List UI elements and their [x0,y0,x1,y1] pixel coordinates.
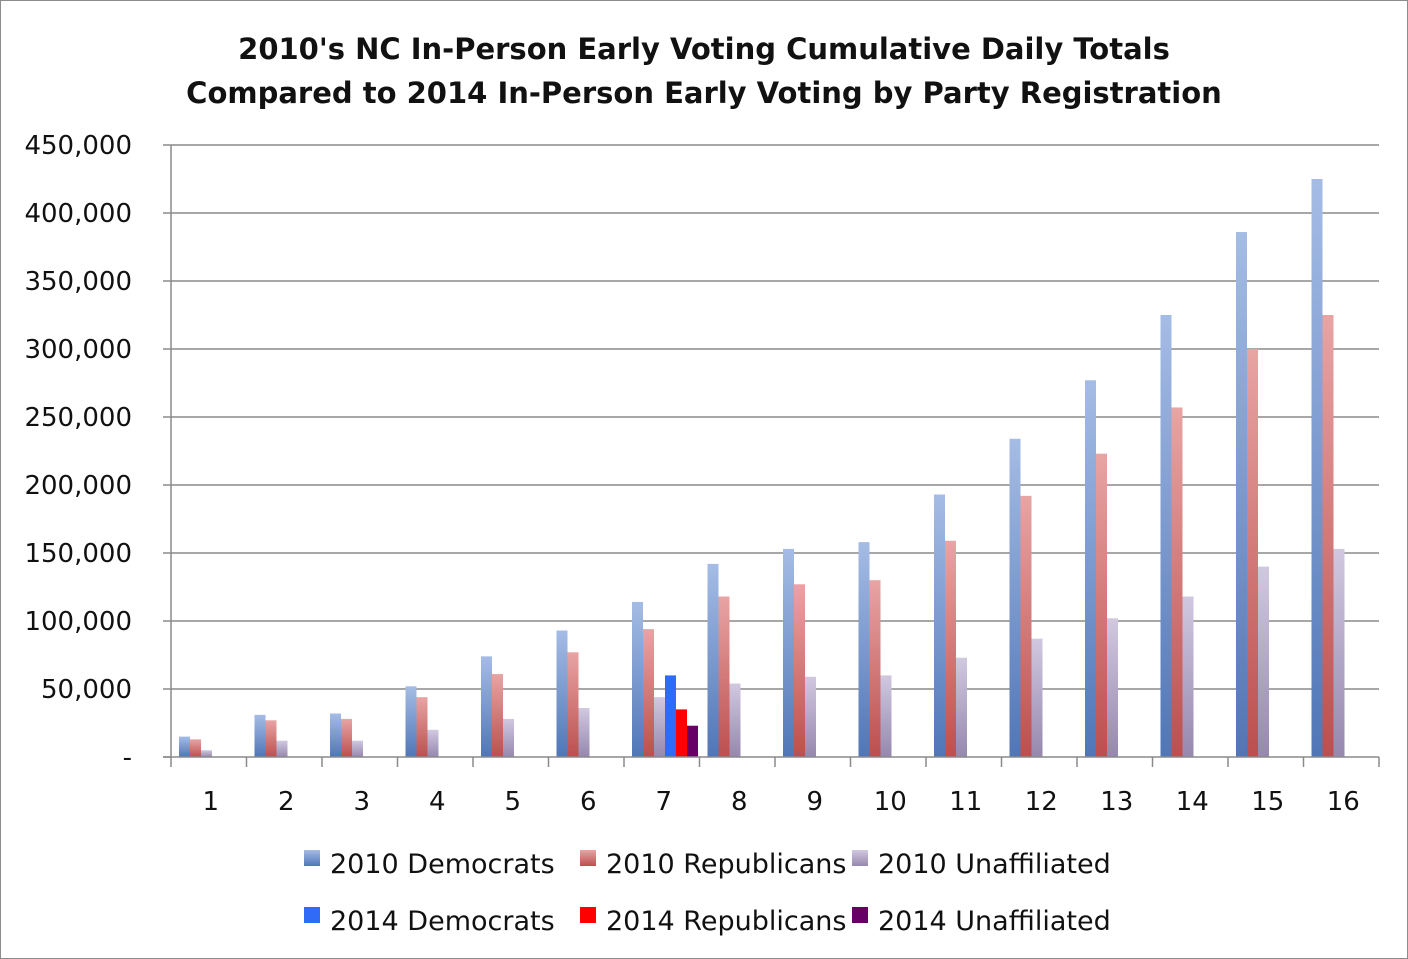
y-tick-label: 250,000 [24,403,132,433]
y-tick-label: 300,000 [24,335,132,365]
legend-swatch [580,850,596,866]
legend-label: 2014 Republicans [606,906,846,937]
bar-2010-republicans-day-12 [1020,495,1032,757]
x-tick-label: 16 [1327,787,1360,817]
x-tick-label: 7 [655,787,672,817]
bar-2010-unaffiliated-day-9 [805,676,816,757]
bar-2010-democrats-day-4 [405,686,417,757]
bar-2010-unaffiliated-day-4 [427,729,439,757]
chart-title-line-1: 2010's NC In-Person Early Voting Cumulat… [238,32,1170,66]
x-tick-label: 15 [1251,787,1284,817]
y-tick-label: 100,000 [24,607,132,637]
bar-2010-unaffiliated-day-13 [1107,618,1118,757]
bar-2010-republicans-day-2 [265,720,277,757]
y-tick-label: 200,000 [24,471,132,501]
legend-label: 2014 Democrats [330,906,555,937]
bar-2010-democrats-day-6 [556,630,568,757]
bar-2010-democrats-day-2 [254,714,266,757]
bar-2010-democrats-day-5 [481,656,492,757]
bar-2014-democrats-day-7 [665,675,676,757]
bar-2010-unaffiliated-day-16 [1333,548,1345,757]
bar-2010-democrats-day-15 [1236,232,1247,758]
x-tick-label: 14 [1176,787,1209,817]
y-tick-label: 150,000 [24,539,132,569]
bar-2010-unaffiliated-day-8 [729,683,741,757]
bar-2010-democrats-day-9 [783,548,794,757]
y-tick-label: 450,000 [24,131,132,161]
legend-swatch [852,907,868,923]
y-tick-labels: - 50,000 100,000 150,000 200,000 250,000 300,0… [24,131,132,773]
x-tick-label: 1 [202,787,219,817]
legend-swatch [304,850,320,866]
legend: 2010 Democrats 2010 Republicans 2010 Unaff… [304,849,1111,937]
bar-2010-republicans-day-6 [567,652,579,757]
legend-label: 2010 Unaffiliated [878,849,1111,880]
bar-2010-democrats-day-10 [858,542,870,757]
bar-2010-unaffiliated-day-3 [352,740,363,757]
bar-2010-republicans-day-4 [416,697,428,757]
x-tick-label: 5 [504,787,521,817]
bar-2010-republicans-day-13 [1096,453,1107,757]
legend-swatch [304,907,320,923]
bar-2010-republicans-day-7 [643,629,654,757]
x-tick-label: 8 [731,787,748,817]
bar-2010-democrats-day-12 [1009,438,1021,757]
y-tick-label: 50,000 [41,675,132,705]
chart-title-line-2: Compared to 2014 In-Person Early Voting … [186,76,1222,110]
bar-2010-democrats-day-16 [1311,179,1323,757]
bar-2010-republicans-day-9 [794,584,805,757]
axes [163,144,1380,767]
bar-2010-democrats-day-8 [707,563,719,757]
x-tick-label: 2 [278,787,295,817]
legend-label: 2010 Democrats [330,849,555,880]
bar-2010-unaffiliated-day-14 [1182,596,1194,757]
x-tick-label: 13 [1100,787,1133,817]
bar-2010-unaffiliated-day-7 [654,697,665,757]
bar-2010-republicans-day-10 [869,580,881,757]
y-tick-label: - [123,743,132,773]
bar-2010-republicans-day-15 [1247,349,1258,757]
bar-2010-democrats-day-1 [179,736,190,757]
bar-2010-republicans-day-14 [1171,407,1183,757]
bar-2010-unaffiliated-day-2 [276,740,288,757]
bar-2010-republicans-day-5 [492,674,503,757]
bar-2010-republicans-day-3 [341,718,352,757]
x-tick-label: 10 [874,787,907,817]
bar-2010-democrats-day-3 [330,713,341,757]
bar-2010-democrats-day-7 [632,601,643,757]
legend-label: 2014 Unaffiliated [878,906,1111,937]
bar-2010-democrats-day-13 [1085,380,1096,757]
legend-swatch [852,850,868,866]
legend-label: 2010 Republicans [606,849,846,880]
y-tick-label: 400,000 [24,199,132,229]
x-tick-label: 6 [580,787,597,817]
gridlines [171,144,1379,690]
bar-2010-unaffiliated-day-15 [1258,566,1269,757]
x-tick-label: 4 [429,787,446,817]
x-tick-label: 3 [353,787,370,817]
x-tick-label: 9 [806,787,823,817]
bars [179,179,1345,758]
x-tick-labels: 1 2 3 4 5 6 7 8 9 10 11 12 13 14 15 16 [202,787,1359,817]
bar-2010-unaffiliated-day-10 [880,675,892,757]
bar-2010-unaffiliated-day-1 [201,750,212,757]
bar-2010-democrats-day-14 [1160,315,1172,757]
bar-2014-unaffiliated-day-7 [687,725,698,757]
bar-2010-unaffiliated-day-6 [578,708,590,757]
bar-2010-democrats-day-11 [934,494,945,757]
bar-2010-republicans-day-1 [190,739,201,757]
bar-2010-unaffiliated-day-5 [503,718,514,757]
bar-2014-republicans-day-7 [676,709,687,757]
bar-2010-republicans-day-16 [1322,315,1334,757]
y-tick-label: 350,000 [24,267,132,297]
legend-swatch [580,907,596,923]
bar-2010-unaffiliated-day-12 [1031,638,1043,757]
x-tick-label: 11 [949,787,982,817]
bar-2010-republicans-day-11 [945,540,956,757]
x-tick-label: 12 [1025,787,1058,817]
bar-2010-unaffiliated-day-11 [956,657,967,757]
bar-2010-republicans-day-8 [718,596,730,757]
